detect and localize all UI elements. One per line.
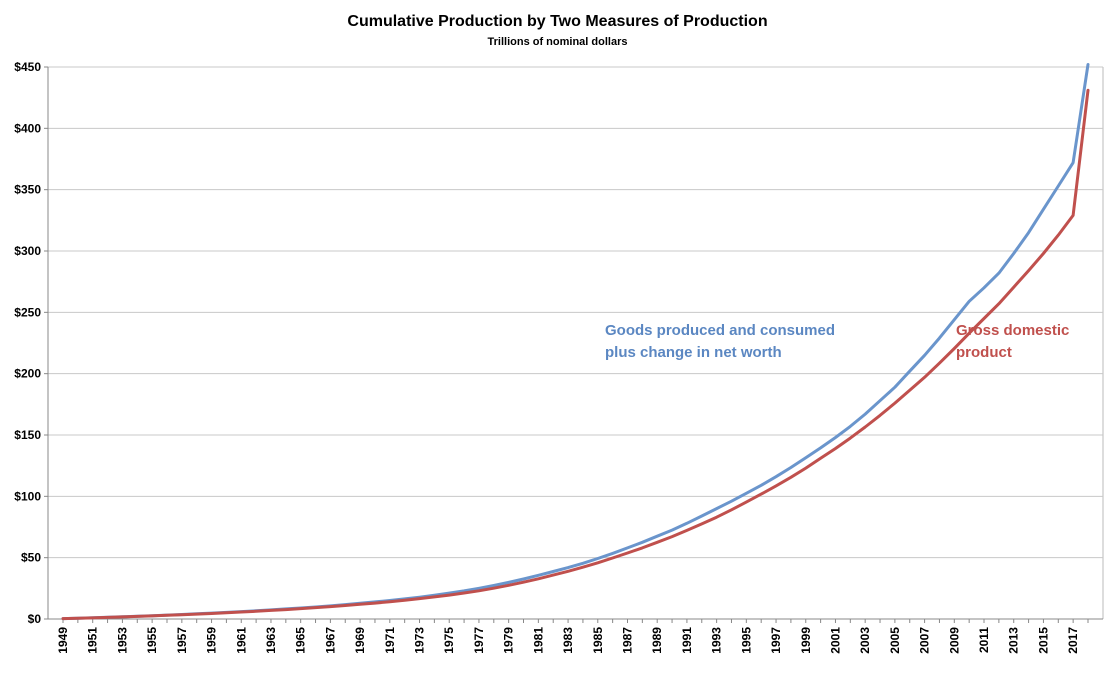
y-tick-label: $150 [14,428,41,442]
y-tick-label: $200 [14,367,41,381]
x-tick-label: 2003 [858,627,872,654]
y-tick-label: $0 [28,612,42,626]
annotation-goods-series: Goods produced and consumed plus change … [605,320,835,364]
chart-title: Cumulative Production by Two Measures of… [347,13,768,30]
y-tick-label: $450 [14,60,41,74]
x-tick-label: 1969 [353,627,367,654]
x-tick-label: 1971 [383,627,397,654]
x-tick-label: 1961 [234,627,248,654]
y-tick-label: $400 [14,121,41,135]
annotation-goods-line1: Goods produced and consumed [605,322,836,339]
series-lines [61,63,1090,621]
x-tick-label: 1991 [680,627,694,654]
y-tick-label: $350 [14,183,41,197]
x-tick-label: 1983 [561,627,575,654]
y-tick-label: $100 [14,489,41,503]
series-line-gdp [61,88,1090,621]
x-tick-label: 1957 [175,627,189,654]
annotation-gdp-line1: Gross domestic [956,322,1070,339]
x-axis: 1949 1951 1953 1955 1957 1959 1961 1963 1965 1967… [56,619,1089,654]
x-tick-label: 1951 [86,627,100,654]
x-tick-label: 2017 [1066,627,1080,654]
annotation-gdp-line2: product [956,344,1012,361]
x-tick-label: 2011 [977,627,991,653]
x-tick-label: 2001 [828,627,842,654]
x-tick-label: 2009 [947,627,961,654]
x-tick-label: 1981 [531,627,545,654]
x-tick-label: 1953 [115,627,129,654]
x-tick-label: 1993 [710,627,724,654]
x-tick-label: 2015 [1036,627,1050,654]
x-tick-label: 1995 [739,627,753,654]
gridlines [48,66,1104,620]
series-line-goods [61,63,1090,621]
x-tick-label: 1959 [205,627,219,654]
chart-subtitle: Trillions of nominal dollars [487,36,628,48]
x-tick-label: 1999 [799,627,813,654]
y-tick-label: $250 [14,305,41,319]
y-tick-label: $300 [14,244,41,258]
x-tick-label: 1949 [56,627,70,654]
annotation-goods-line2: plus change in net worth [605,344,782,361]
x-tick-label: 1955 [145,627,159,654]
y-axis: $0 $50 $100 $150 $200 $250 $300 $350 $400 $450 [14,60,49,626]
x-tick-label: 1977 [472,627,486,654]
x-tick-label: 2005 [888,627,902,654]
x-tick-label: 1975 [442,627,456,654]
x-tick-label: 1985 [591,627,605,654]
x-tick-label: 1973 [413,627,427,654]
x-tick-label: 1965 [294,627,308,654]
x-tick-label: 1967 [323,627,337,654]
x-tick-label: 2013 [1007,627,1021,654]
x-tick-label: 1979 [502,627,516,654]
x-tick-label: 2007 [918,627,932,654]
x-tick-label: 1989 [650,627,664,654]
y-tick-label: $50 [21,551,41,565]
x-tick-label: 1963 [264,627,278,654]
x-tick-label: 1987 [620,627,634,654]
annotation-gdp-series: Gross domestic product [956,320,1069,364]
x-tick-label: 1997 [769,627,783,654]
